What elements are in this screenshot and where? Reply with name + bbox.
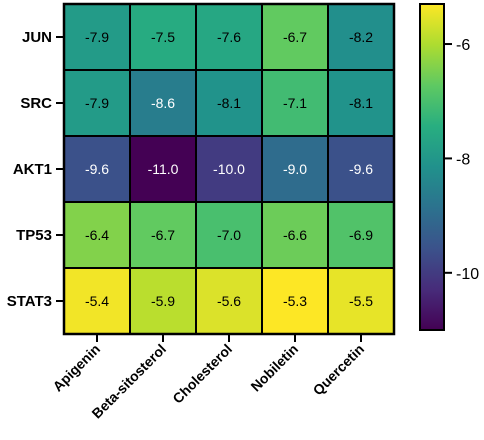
heatmap-cell [195,267,263,335]
cell-value-label: -7.6 [217,29,241,45]
cell-value-label: -10.0 [213,161,245,177]
cell-value-label: -9.6 [349,161,373,177]
row-label: AKT1 [13,161,52,178]
cell-value-label: -5.5 [349,293,373,309]
cell-value-label: -7.1 [283,95,307,111]
cell-value-label: -5.9 [151,293,175,309]
cell-value-label: -6.6 [283,227,307,243]
row-label: JUN [22,29,52,46]
heatmap-cell [129,135,197,203]
row-label: STAT3 [7,293,52,310]
cell-value-label: -8.6 [151,95,175,111]
heatmap-cell [261,201,329,269]
heatmap-cell [129,201,197,269]
heatmap-cell [261,135,329,203]
cell-value-label: -6.7 [283,29,307,45]
heatmap-cells: -7.9 -7.5 -7.6 -6.7 -8.2 -7.9 -8.6 -8.1 -7.1 -8.1… [62,2,396,336]
cell-value-label: -5.3 [283,293,307,309]
row-labels: JUN SRC AKT1 TP53 STAT3 [7,29,64,310]
cell-value-label: -8.2 [349,29,373,45]
cell-value-label: -6.4 [85,227,109,243]
cell-value-label: -7.9 [85,95,109,111]
heatmap-cell [327,69,395,137]
heatmap-cell [327,201,395,269]
heatmap-cell [129,3,197,71]
cell-value-label: -6.9 [349,227,373,243]
heatmap-cell [195,69,263,137]
row-label: SRC [20,95,52,112]
cell-value-label: -8.1 [217,95,241,111]
column-label: Nobiletin [247,341,301,395]
cell-value-label: -5.6 [217,293,241,309]
cell-value-label: -8.1 [349,95,373,111]
colorbar-gradient [419,3,445,331]
cell-value-label: -7.9 [85,29,109,45]
column-label: Quercetin [310,341,368,399]
cell-value-label: -6.7 [151,227,175,243]
colorbar: -6 -8 -10 [419,3,479,331]
column-label: Apigenin [49,341,103,395]
cell-value-label: -9.6 [85,161,109,177]
cell-value-label: -9.0 [283,161,307,177]
cell-value-label: -7.5 [151,29,175,45]
cell-value-label: -7.0 [217,227,241,243]
cell-value-label: -5.4 [85,293,109,309]
colorbar-tick-label: -6 [456,37,470,54]
row-label: TP53 [16,227,52,244]
heatmap-cell [129,267,197,335]
column-label: Cholesterol [169,341,235,407]
cell-value-label: -11.0 [148,161,179,177]
colorbar-tick-label: -10 [456,266,479,283]
colorbar-tick-label: -8 [456,151,470,168]
